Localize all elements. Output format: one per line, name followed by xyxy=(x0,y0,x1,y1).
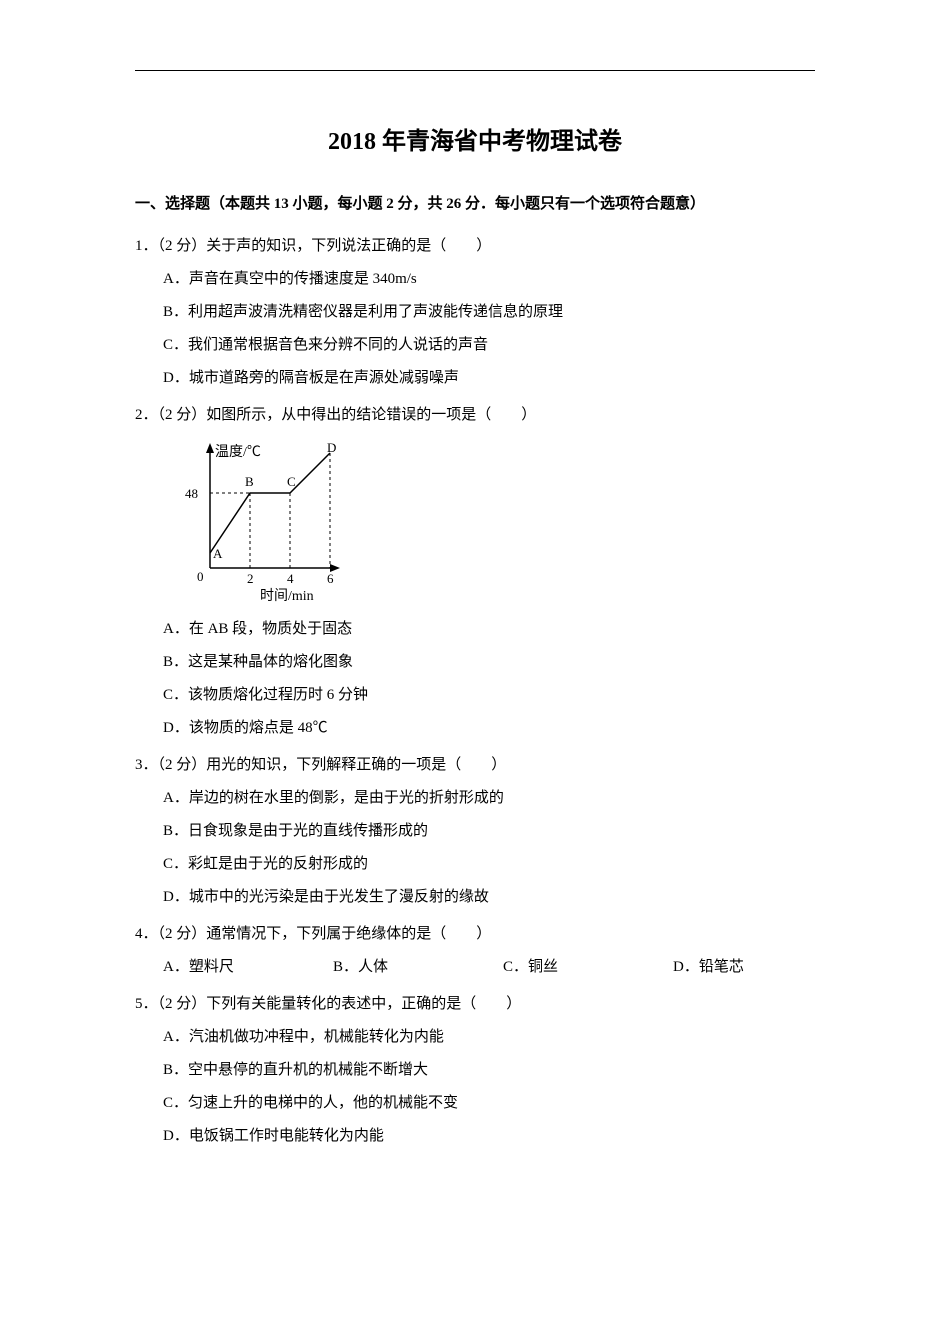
graph-point-d: D xyxy=(327,440,336,455)
q3-option-c: C．彩虹是由于光的反射形成的 xyxy=(135,848,815,881)
question-4: 4．（2 分）通常情况下，下列属于绝缘体的是（ ） A．塑料尺 B．人体 C．铜… xyxy=(135,918,815,984)
question-5: 5．（2 分）下列有关能量转化的表述中，正确的是（ ） A．汽油机做功冲程中，机… xyxy=(135,988,815,1153)
graph-origin: 0 xyxy=(197,569,204,584)
q2-option-d: D．该物质的熔点是 48℃ xyxy=(135,712,815,745)
question-3: 3．（2 分）用光的知识，下列解释正确的一项是（ ） A．岸边的树在水里的倒影，… xyxy=(135,749,815,914)
question-2: 2．（2 分）如图所示，从中得出的结论错误的一项是（ ） 温度/℃ 48 xyxy=(135,399,815,745)
q2-stem: 2．（2 分）如图所示，从中得出的结论错误的一项是（ ） xyxy=(135,399,815,432)
q4-option-b: B．人体 xyxy=(333,951,503,984)
graph-point-c: C xyxy=(287,474,296,489)
q4-options-row: A．塑料尺 B．人体 C．铜丝 D．铅笔芯 xyxy=(135,951,815,984)
q1-option-b: B．利用超声波清洗精密仪器是利用了声波能传递信息的原理 xyxy=(135,296,815,329)
q5-option-c: C．匀速上升的电梯中的人，他的机械能不变 xyxy=(135,1087,815,1120)
q1-option-d: D．城市道路旁的隔音板是在声源处减弱噪声 xyxy=(135,362,815,395)
graph-xlabel: 时间/min xyxy=(260,588,314,603)
q4-stem: 4．（2 分）通常情况下，下列属于绝缘体的是（ ） xyxy=(135,918,815,951)
graph-ytick-48: 48 xyxy=(185,486,198,501)
top-rule xyxy=(135,70,815,71)
q5-option-b: B．空中悬停的直升机的机械能不断增大 xyxy=(135,1054,815,1087)
graph-point-a: A xyxy=(213,546,223,561)
page: 2018 年青海省中考物理试卷 一、选择题（本题共 13 小题，每小题 2 分，… xyxy=(0,0,950,1217)
graph-xtick-4: 4 xyxy=(287,571,294,586)
q2-option-a: A．在 AB 段，物质处于固态 xyxy=(135,613,815,646)
q2-graph-container: 温度/℃ 48 0 2 4 6 时间/min A B C D xyxy=(135,438,815,603)
q3-stem: 3．（2 分）用光的知识，下列解释正确的一项是（ ） xyxy=(135,749,815,782)
q2-option-c: C．该物质熔化过程历时 6 分钟 xyxy=(135,679,815,712)
q3-option-d: D．城市中的光污染是由于光发生了漫反射的缘故 xyxy=(135,881,815,914)
q3-option-b: B．日食现象是由于光的直线传播形成的 xyxy=(135,815,815,848)
q5-option-a: A．汽油机做功冲程中，机械能转化为内能 xyxy=(135,1021,815,1054)
q4-option-c: C．铜丝 xyxy=(503,951,673,984)
exam-title: 2018 年青海省中考物理试卷 xyxy=(135,121,815,156)
graph-xtick-6: 6 xyxy=(327,571,334,586)
q5-option-d: D．电饭锅工作时电能转化为内能 xyxy=(135,1120,815,1153)
q1-option-a: A．声音在真空中的传播速度是 340m/s xyxy=(135,263,815,296)
q4-option-a: A．塑料尺 xyxy=(163,951,333,984)
q3-option-a: A．岸边的树在水里的倒影，是由于光的折射形成的 xyxy=(135,782,815,815)
graph-ylabel: 温度/℃ xyxy=(215,444,261,460)
section-1-heading: 一、选择题（本题共 13 小题，每小题 2 分，共 26 分．每小题只有一个选项… xyxy=(135,191,815,218)
q1-option-c: C．我们通常根据音色来分辨不同的人说话的声音 xyxy=(135,329,815,362)
q2-option-b: B．这是某种晶体的熔化图象 xyxy=(135,646,815,679)
q1-stem: 1．（2 分）关于声的知识，下列说法正确的是（ ） xyxy=(135,230,815,263)
question-1: 1．（2 分）关于声的知识，下列说法正确的是（ ） A．声音在真空中的传播速度是… xyxy=(135,230,815,395)
q4-option-d: D．铅笔芯 xyxy=(673,951,843,984)
q5-stem: 5．（2 分）下列有关能量转化的表述中，正确的是（ ） xyxy=(135,988,815,1021)
graph-xtick-2: 2 xyxy=(247,571,254,586)
graph-point-b: B xyxy=(245,474,254,489)
melting-curve-graph: 温度/℃ 48 0 2 4 6 时间/min A B C D xyxy=(175,438,345,603)
